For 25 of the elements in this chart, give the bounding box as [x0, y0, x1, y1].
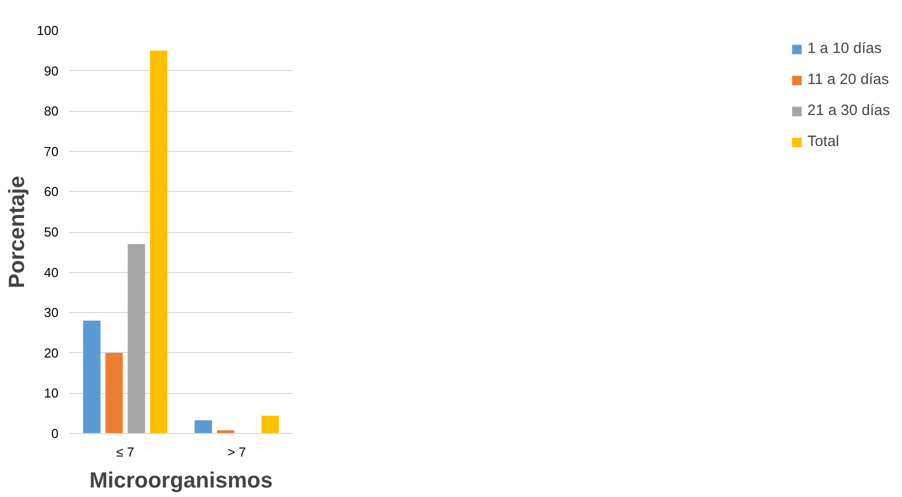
x-tick-label: > 7 [228, 444, 246, 460]
legend-label: 11 a 20 días [807, 71, 889, 88]
bar [83, 320, 100, 434]
y-tick-label: 90 [44, 63, 59, 78]
y-tick-label: 30 [44, 305, 59, 320]
bar [150, 50, 168, 434]
x-tick-label: ≤ 7 [116, 444, 134, 460]
y-tick-label: 60 [44, 184, 59, 200]
bar [194, 420, 212, 434]
y-tick-label: 10 [44, 386, 59, 401]
y-tick-label: 80 [44, 104, 59, 119]
y-tick-label: 70 [44, 144, 59, 159]
y-tick-label: 100 [36, 23, 59, 38]
bar [105, 352, 123, 434]
y-tick-label: 40 [44, 264, 59, 280]
legend-label: 1 a 10 días [807, 40, 882, 57]
bar [262, 416, 279, 434]
y-axis-title: Porcentaje [4, 176, 29, 288]
bar [128, 244, 146, 434]
legend-label: 21 a 30 días [807, 102, 890, 119]
legend-label: Total [807, 133, 840, 150]
y-tick-label: 50 [44, 224, 59, 240]
y-tick-label: 20 [44, 345, 59, 360]
x-axis-title: Microorganismos [89, 468, 273, 492]
y-tick-label: 0 [51, 426, 59, 441]
